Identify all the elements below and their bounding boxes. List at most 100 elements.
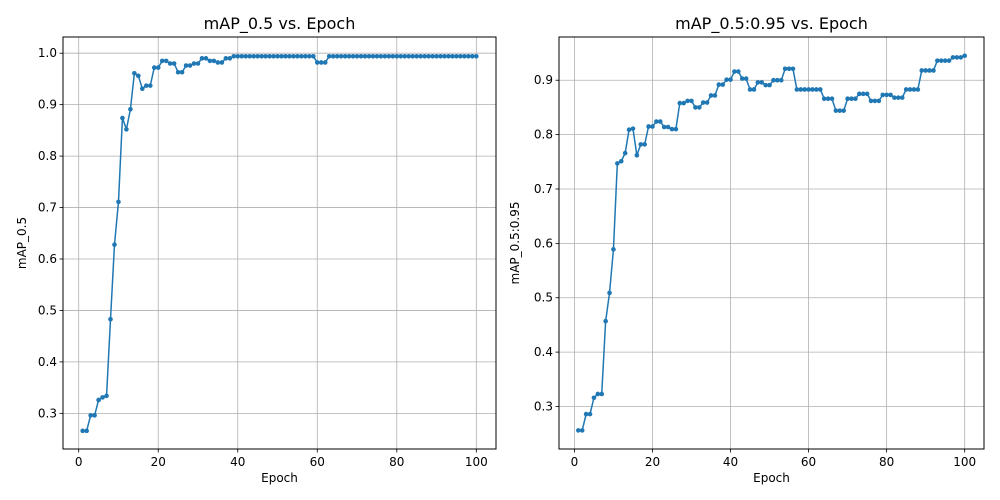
data-point xyxy=(919,68,925,73)
data-point xyxy=(454,53,459,59)
chart-title: mAP_0.5 vs. Epoch xyxy=(204,14,356,34)
data-point xyxy=(798,87,804,92)
data-point xyxy=(287,53,292,59)
data-point xyxy=(251,53,256,59)
data-point xyxy=(704,100,710,105)
chart-map-0.5: mAP_0.5 vs. Epoch 0 20 40 60 80 1000.30.40.50… xyxy=(15,14,497,485)
data-point xyxy=(303,53,308,59)
data-point xyxy=(615,161,620,166)
data-point xyxy=(771,77,776,83)
y-tick-label: 0.4 xyxy=(534,345,553,359)
data-point xyxy=(817,87,823,92)
data-point xyxy=(603,318,608,324)
data-point xyxy=(767,82,772,88)
data-point xyxy=(825,96,831,102)
data-point xyxy=(946,58,952,63)
ticks: 0 20 40 60 80 100 0.3 0.4 0.5 0.6 0.7 0.8 0.9 xyxy=(534,73,976,469)
data-point xyxy=(794,87,800,92)
y-tick-label: 1.0 xyxy=(38,46,57,60)
data-point xyxy=(927,68,932,73)
data-point xyxy=(88,413,93,418)
x-tick-label: 80 xyxy=(389,455,404,469)
data-point xyxy=(120,115,125,121)
ticks: 0 20 40 60 80 100 0.3 0.4 0.5 0.6 0.7 0.8 0.9 1.0 xyxy=(38,46,488,469)
data-point xyxy=(630,126,636,131)
data-point xyxy=(159,58,165,64)
data-point xyxy=(418,53,423,59)
data-point xyxy=(950,55,956,60)
data-points xyxy=(80,53,479,434)
y-axis-label: mAP_0.5 xyxy=(15,217,29,269)
data-point xyxy=(888,92,893,98)
data-point xyxy=(720,82,726,87)
data-point xyxy=(140,86,145,92)
y-tick-label: 0.5 xyxy=(534,291,553,305)
data-point xyxy=(681,100,686,106)
data-point xyxy=(366,53,372,59)
data-point xyxy=(732,69,737,74)
x-tick-label: 100 xyxy=(953,455,976,469)
data-point xyxy=(599,391,605,397)
chart-title: mAP_0.5:0.95 vs. Epoch xyxy=(675,14,868,34)
data-point xyxy=(215,60,221,65)
data-point xyxy=(903,87,909,92)
data-point xyxy=(346,53,352,59)
data-point xyxy=(806,87,811,92)
data-point xyxy=(876,98,882,104)
data-point xyxy=(466,53,471,59)
x-axis-label: Epoch xyxy=(261,471,298,485)
data-point xyxy=(223,56,229,61)
data-point xyxy=(938,58,944,63)
data-point xyxy=(751,87,757,92)
y-tick-label: 0.7 xyxy=(534,182,553,196)
data-point xyxy=(911,87,917,92)
data-point xyxy=(92,413,97,418)
data-point xyxy=(438,53,443,59)
data-point xyxy=(283,53,288,59)
data-point xyxy=(151,65,157,70)
data-point xyxy=(654,119,659,124)
data-point xyxy=(821,96,827,102)
data-point xyxy=(255,53,260,59)
data-point xyxy=(342,53,348,59)
data-point xyxy=(128,106,133,112)
x-tick-label: 20 xyxy=(151,455,166,469)
data-point xyxy=(382,53,388,59)
x-tick-label: 40 xyxy=(230,455,245,469)
data-point xyxy=(322,60,328,65)
y-tick-label: 0.4 xyxy=(38,355,57,369)
data-point xyxy=(790,66,796,72)
data-point xyxy=(693,105,698,110)
data-point xyxy=(611,247,616,252)
data-point xyxy=(747,87,753,92)
data-point xyxy=(108,316,113,322)
data-point xyxy=(132,70,137,76)
data-point xyxy=(942,58,948,63)
data-point xyxy=(775,77,780,83)
data-point xyxy=(175,69,181,75)
data-point xyxy=(144,83,149,88)
data-point xyxy=(155,65,161,70)
data-point xyxy=(786,66,792,72)
data-point xyxy=(896,95,901,100)
data-point xyxy=(136,73,141,79)
data-point xyxy=(80,428,85,434)
data-point xyxy=(814,87,819,92)
data-point xyxy=(782,66,788,72)
data-point xyxy=(474,53,479,59)
data-point xyxy=(665,124,671,130)
y-tick-label: 0.7 xyxy=(38,201,57,215)
data-point xyxy=(763,82,768,88)
data-point xyxy=(661,124,667,130)
data-point xyxy=(187,63,193,68)
y-tick-label: 0.8 xyxy=(38,149,57,163)
data-point xyxy=(259,53,264,59)
grid-lines xyxy=(63,37,496,449)
x-axis-label: Epoch xyxy=(753,471,790,485)
data-point xyxy=(374,53,380,59)
data-point xyxy=(860,91,866,97)
data-point xyxy=(330,53,336,59)
x-tick-label: 60 xyxy=(801,455,816,469)
data-point xyxy=(450,53,455,59)
